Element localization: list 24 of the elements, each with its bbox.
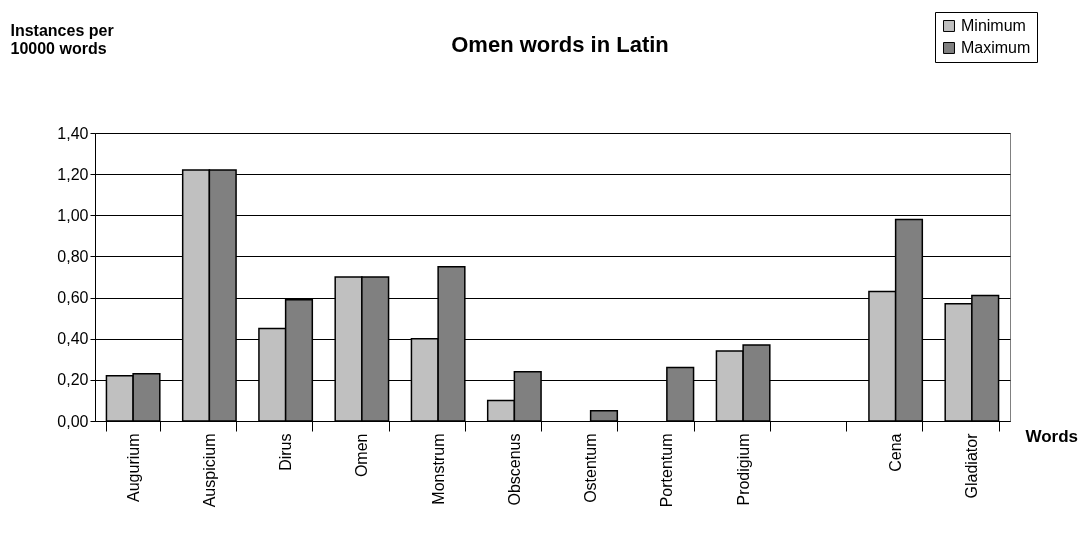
y-tick-label: 0,80	[57, 247, 89, 265]
x-tick-label: Omen	[353, 433, 371, 478]
legend-label: Minimum	[961, 17, 1026, 34]
legend-label: Maximum	[961, 39, 1031, 56]
x-tick-label: Auspicium	[200, 433, 218, 508]
y-tick-label: 1,00	[57, 206, 89, 224]
x-tick-label: Monstrum	[429, 433, 447, 505]
x-tick-label: Cena	[887, 433, 905, 472]
x-tick-label: Portentum	[658, 433, 676, 508]
x-tick-label: Prodigium	[734, 433, 752, 506]
y-tick-label: 0,00	[57, 412, 89, 430]
x-tick-label: Augurium	[124, 433, 142, 502]
y-tick-label: 0,60	[57, 289, 89, 307]
y-axis-title: Instances per 10000 words	[10, 21, 114, 57]
x-tick-label: Dirus	[277, 433, 295, 471]
x-tick-label: Gladiator	[963, 432, 981, 499]
y-tick-label: 0,40	[57, 330, 89, 348]
x-axis-title: Words	[1025, 426, 1079, 446]
chart-title: Omen words in Latin	[451, 32, 669, 57]
y-tick-label: 1,20	[57, 165, 89, 183]
x-tick-label: Ostentum	[582, 433, 600, 503]
x-tick-label: Obscenus	[505, 433, 523, 506]
y-tick-label: 0,20	[57, 371, 89, 389]
y-tick-label: 1,40	[57, 124, 89, 142]
